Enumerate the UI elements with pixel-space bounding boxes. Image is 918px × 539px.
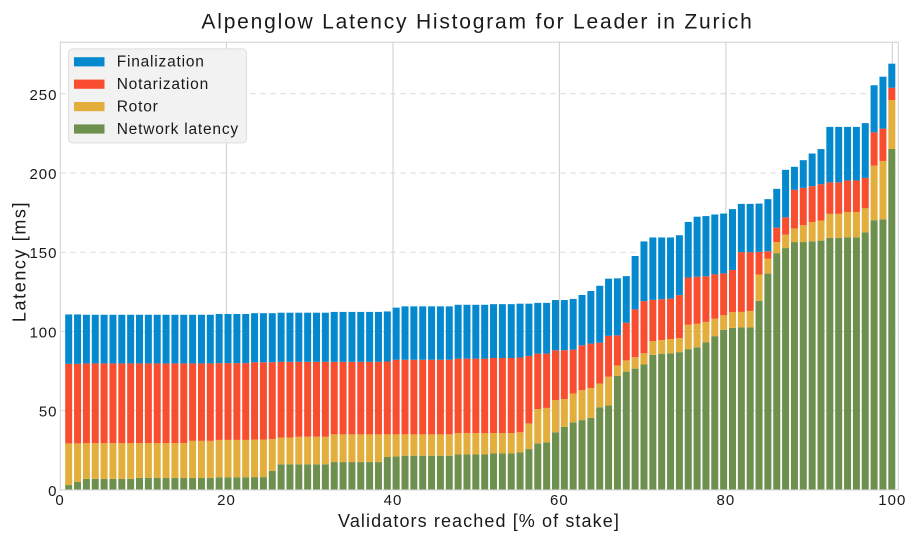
svg-text:Finalization: Finalization [117,54,205,71]
svg-text:250: 250 [29,87,57,104]
svg-text:200: 200 [29,166,57,183]
svg-text:100: 100 [878,492,906,509]
svg-text:20: 20 [217,492,236,509]
svg-text:40: 40 [384,492,403,509]
svg-text:80: 80 [717,492,736,509]
svg-text:0: 0 [48,483,57,500]
svg-text:Validators reached [% of stake: Validators reached [% of stake] [338,511,620,531]
svg-text:50: 50 [39,404,58,421]
svg-text:Alpenglow Latency Histogram fo: Alpenglow Latency Histogram for Leader i… [201,11,753,34]
svg-text:100: 100 [29,324,57,341]
svg-text:0: 0 [55,492,64,509]
svg-text:Rotor: Rotor [117,99,159,116]
svg-text:Latency [ms]: Latency [ms] [10,201,30,322]
svg-text:Network latency: Network latency [117,121,239,138]
svg-text:60: 60 [550,492,569,509]
svg-text:Notarization: Notarization [117,76,209,93]
svg-text:150: 150 [29,245,57,262]
